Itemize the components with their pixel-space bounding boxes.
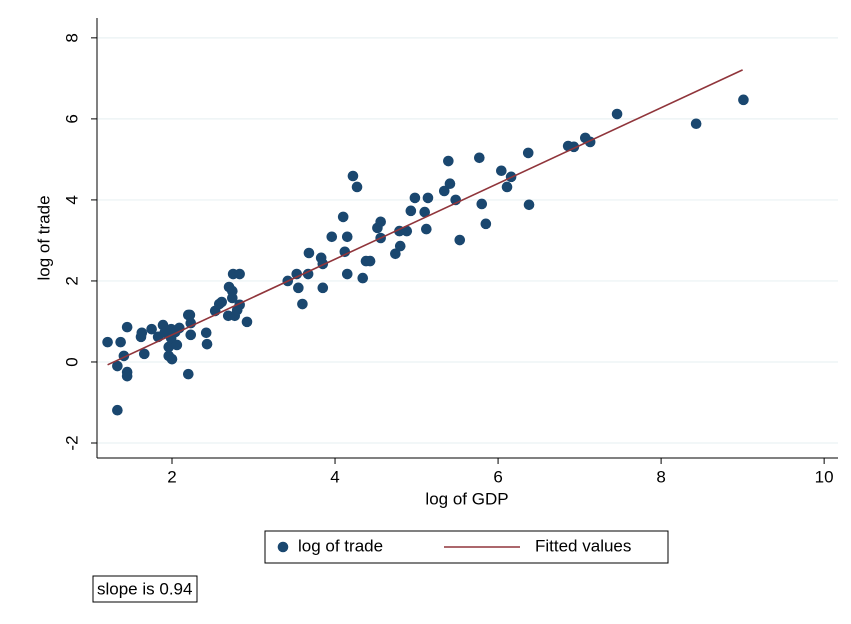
x-axis-title: log of GDP — [425, 489, 508, 508]
scatter-point — [443, 155, 454, 167]
scatter-point — [351, 181, 363, 193]
scatter-point — [444, 178, 456, 190]
scatter-point — [317, 282, 329, 294]
scatter-point — [297, 298, 308, 310]
scatter-point — [216, 296, 228, 308]
scatter-point — [200, 327, 212, 339]
legend-label: Fitted values — [535, 536, 631, 555]
x-tick-label: 10 — [815, 467, 834, 486]
scatter-point — [339, 246, 351, 258]
scatter-point — [496, 165, 507, 177]
legend: log of trade Fitted values — [264, 530, 669, 564]
scatter-point — [438, 185, 450, 197]
scatter-point — [337, 211, 349, 223]
plot-marks — [102, 69, 749, 416]
scatter-point — [112, 360, 123, 372]
scatter-point — [326, 231, 338, 243]
scatter-point — [201, 338, 213, 350]
fitted-line — [107, 69, 743, 366]
scatter-point — [146, 323, 157, 335]
scatter-point — [293, 282, 304, 294]
scatter-point — [121, 321, 133, 333]
y-tick-label: 0 — [62, 357, 81, 366]
scatter-point — [522, 147, 534, 159]
y-tick-label: 6 — [62, 114, 81, 123]
y-tick-label: 8 — [62, 33, 81, 42]
scatter-point — [166, 353, 178, 365]
scatter-point — [171, 339, 183, 351]
x-tick-label: 8 — [656, 467, 665, 486]
scatter-point — [302, 268, 314, 280]
scatter-point — [341, 268, 353, 280]
scatter-point — [183, 368, 194, 380]
scatter-point — [454, 234, 466, 246]
scatter-point — [163, 341, 175, 353]
scatter-point — [501, 181, 513, 193]
scatter-point — [138, 348, 150, 360]
scatter-point — [241, 316, 253, 328]
scatter-point — [421, 223, 432, 235]
scatter-point — [231, 304, 243, 316]
scatter-point — [409, 192, 421, 204]
x-tick-label: 4 — [330, 467, 339, 486]
scatter-point — [234, 268, 245, 280]
scatter-point — [227, 292, 238, 304]
scatter-point — [422, 192, 434, 204]
annotation-box — [92, 575, 198, 603]
y-tick-label: -2 — [62, 435, 81, 450]
scatter-point — [738, 94, 749, 106]
scatter-point — [102, 336, 113, 348]
legend-label: log of trade — [298, 536, 383, 555]
scatter-point — [303, 247, 315, 259]
grid — [97, 37, 838, 444]
ticks: -2 0 2 4 6 8 2 4 6 8 10 — [62, 33, 833, 486]
scatter-point — [185, 329, 197, 341]
scatter-point — [690, 118, 702, 130]
scatter-point — [611, 108, 623, 120]
scatter-point — [184, 309, 196, 321]
scatter-point — [341, 231, 353, 243]
scatter-point — [480, 218, 492, 230]
y-tick-label: 2 — [62, 276, 81, 285]
scatter-point — [474, 152, 485, 164]
legend-symbol — [277, 541, 289, 553]
y-tick-label: 4 — [62, 195, 81, 204]
scatter-point — [347, 170, 359, 182]
scatter-point — [401, 225, 413, 237]
scatter-point — [523, 199, 535, 211]
scatter-point — [136, 327, 148, 339]
scatter-point — [364, 255, 376, 267]
x-tick-label: 6 — [493, 467, 502, 486]
scatter-point — [115, 336, 126, 348]
annotation-text: slope is 0.94 — [97, 579, 192, 598]
scatter-point — [390, 248, 401, 260]
scatter-point — [357, 272, 369, 284]
scatter-point — [375, 216, 386, 228]
scatter-point — [405, 205, 417, 217]
x-tick-label: 2 — [167, 467, 176, 486]
scatter-point — [112, 404, 123, 416]
scatter-point — [394, 240, 406, 252]
scatter-point — [419, 206, 431, 218]
annotation: slope is 0.94 — [92, 575, 198, 603]
scatter-point — [291, 268, 303, 280]
scatter-point — [476, 198, 488, 210]
scatter-point — [121, 370, 133, 382]
y-axis-title: log of trade — [34, 195, 53, 280]
